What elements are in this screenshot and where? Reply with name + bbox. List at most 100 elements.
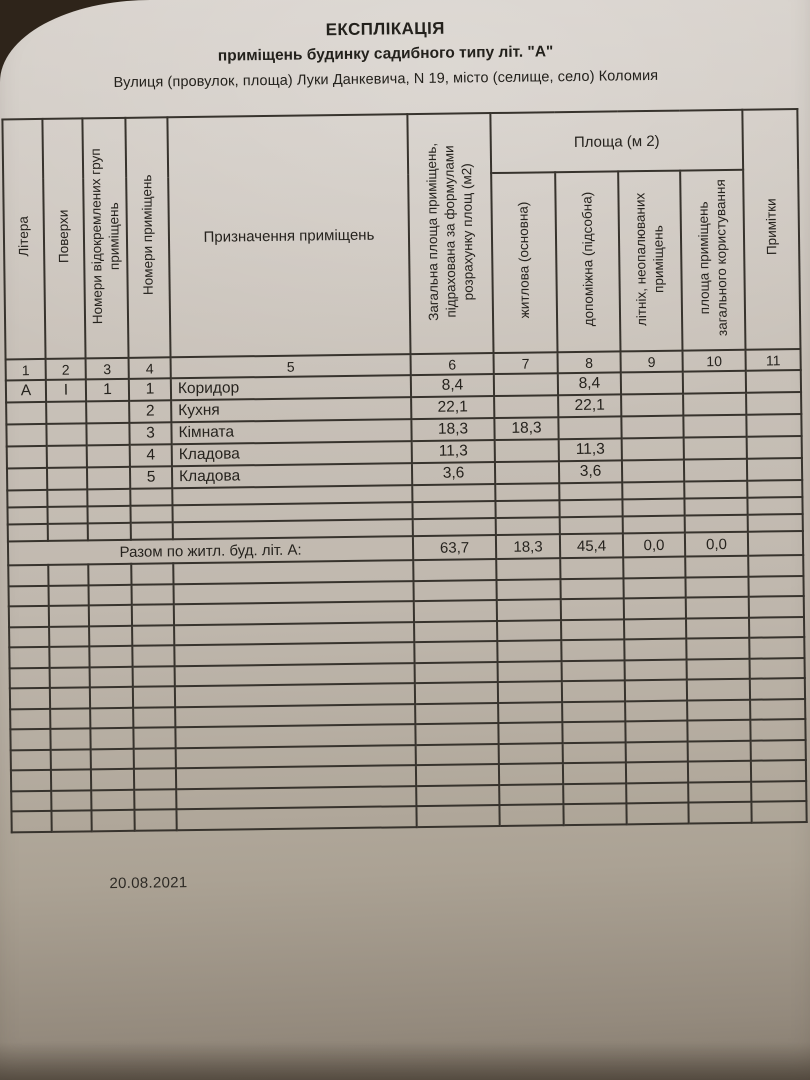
cell — [682, 370, 747, 394]
cell — [562, 721, 626, 743]
cell — [748, 555, 804, 577]
cell: 4 — [129, 444, 172, 467]
cell — [625, 700, 688, 722]
cell — [620, 371, 684, 395]
cell — [685, 617, 750, 639]
cell — [91, 789, 135, 811]
cell — [9, 667, 50, 689]
table-body: А І 1 1 Коридор 8,4 8,4 2 Кухня 22,1 22,1 3 Кімната 1… — [5, 370, 807, 832]
cell — [621, 415, 684, 439]
cell — [749, 678, 806, 700]
cell — [416, 784, 500, 807]
col-number: 1 — [5, 358, 46, 381]
cell — [498, 763, 564, 785]
cell — [7, 506, 48, 525]
cell — [50, 728, 91, 750]
cell — [560, 577, 624, 600]
cell — [9, 646, 50, 668]
cell — [412, 484, 496, 503]
cell — [626, 782, 689, 804]
col-number: 8 — [557, 351, 621, 374]
area-group-header: Площа (м 2) — [490, 109, 744, 174]
cell — [131, 563, 174, 585]
date-stamp: 20.08.2021 — [109, 874, 188, 893]
cell — [132, 645, 175, 667]
cell: 2 — [129, 400, 172, 423]
col-header-floors-label: Поверхи — [55, 209, 72, 263]
cell — [621, 437, 684, 461]
cell — [621, 393, 684, 417]
cell — [51, 789, 92, 811]
cell — [47, 489, 88, 507]
cell — [132, 624, 175, 646]
cell — [130, 505, 173, 523]
cell — [131, 604, 175, 626]
cell — [685, 596, 750, 619]
cell — [747, 497, 803, 515]
cell — [683, 392, 747, 416]
cell — [746, 458, 803, 481]
cell — [89, 686, 134, 708]
cell — [414, 682, 499, 704]
cell — [624, 679, 688, 701]
cell — [6, 423, 47, 447]
cell — [48, 584, 89, 606]
cell — [626, 802, 689, 824]
cell — [751, 800, 807, 823]
cell — [747, 531, 804, 556]
col-number: 4 — [128, 357, 171, 379]
cell — [559, 516, 623, 535]
col-header-group-numbers: Номери відокремлених груп приміщень — [82, 117, 129, 359]
cell — [687, 740, 751, 762]
cell — [11, 790, 52, 812]
cell — [133, 747, 176, 769]
cell — [686, 678, 751, 701]
cell: 18,3 — [495, 534, 561, 560]
cell — [90, 748, 134, 770]
cell — [7, 489, 48, 508]
cell — [87, 522, 131, 541]
page-subtitle: приміщень будинку садибного типу літ. "А… — [217, 43, 554, 65]
cell — [415, 723, 499, 745]
cell — [497, 640, 562, 662]
cell — [493, 373, 559, 397]
cell — [86, 400, 130, 424]
cell: 11,3 — [558, 438, 622, 462]
cell — [746, 436, 802, 459]
cell — [415, 764, 500, 786]
cell — [563, 782, 627, 805]
cell — [560, 557, 624, 579]
cell: 45,4 — [559, 533, 624, 559]
cell — [494, 461, 560, 485]
col-header-room-numbers-label: Номери приміщень — [139, 174, 156, 296]
cell — [687, 719, 751, 742]
cell — [562, 700, 626, 723]
cell — [89, 666, 133, 688]
col-number: 10 — [682, 349, 746, 372]
col-header-summer-area: літніх, неопалюваних приміщень — [618, 170, 683, 352]
cell: 18,3 — [494, 417, 559, 441]
col-header-notes-label: Примітки — [763, 198, 780, 256]
cell — [90, 727, 134, 749]
cell: 3,6 — [411, 462, 496, 486]
cell — [560, 598, 624, 620]
cell — [10, 769, 52, 791]
cell — [88, 584, 132, 606]
cell — [499, 783, 564, 806]
col-header-total-area: Загальна площа приміщень, підрахована за… — [407, 113, 494, 355]
col-header-floors: Поверхи — [42, 118, 86, 359]
cell — [415, 702, 499, 725]
cell — [562, 762, 627, 784]
cell: 18,3 — [411, 418, 495, 442]
cell — [9, 626, 50, 648]
cell — [746, 392, 802, 415]
cell — [90, 768, 135, 790]
col-number: 6 — [410, 353, 494, 376]
cell — [623, 556, 686, 578]
cell: А — [5, 379, 47, 403]
cell — [624, 659, 687, 681]
cell — [48, 605, 90, 627]
cell — [683, 414, 747, 438]
cell — [88, 604, 133, 626]
